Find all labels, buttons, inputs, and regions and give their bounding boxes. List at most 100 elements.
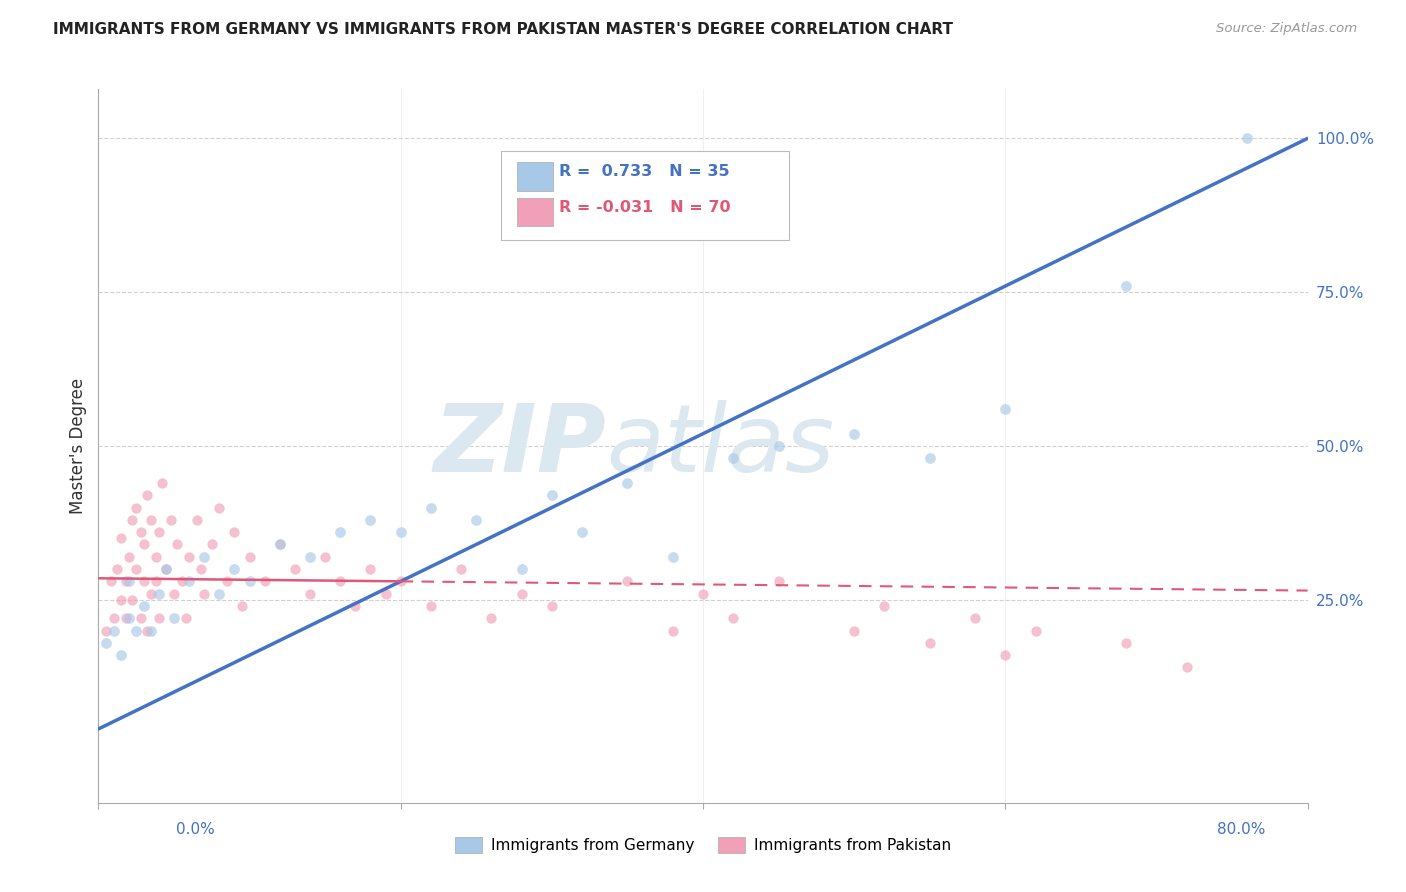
Point	[129, 611, 152, 625]
Point	[224, 562, 246, 576]
Point	[148, 525, 170, 540]
Point	[179, 549, 201, 564]
Point	[450, 562, 472, 576]
Text: 80.0%: 80.0%	[1218, 822, 1265, 838]
Point	[190, 562, 212, 576]
Point	[150, 475, 173, 490]
Point	[616, 475, 638, 490]
Point	[616, 574, 638, 589]
Point	[768, 439, 790, 453]
Point	[481, 611, 503, 625]
Point	[201, 537, 224, 551]
Point	[132, 599, 155, 613]
Point	[768, 574, 790, 589]
Point	[540, 488, 562, 502]
Point	[661, 624, 683, 638]
Point	[132, 574, 155, 589]
Point	[994, 402, 1017, 417]
Text: ZIP: ZIP	[433, 400, 606, 492]
Point	[360, 562, 382, 576]
Point	[186, 513, 208, 527]
Point	[121, 513, 143, 527]
Point	[965, 611, 987, 625]
Point	[114, 611, 136, 625]
Point	[105, 562, 128, 576]
Point	[1175, 660, 1198, 674]
Point	[692, 587, 714, 601]
Point	[132, 537, 155, 551]
Point	[844, 624, 866, 638]
Point	[208, 587, 231, 601]
Point	[284, 562, 307, 576]
Text: 0.0%: 0.0%	[176, 822, 215, 838]
Text: IMMIGRANTS FROM GERMANY VS IMMIGRANTS FROM PAKISTAN MASTER'S DEGREE CORRELATION : IMMIGRANTS FROM GERMANY VS IMMIGRANTS FR…	[53, 22, 953, 37]
Point	[918, 451, 941, 466]
Point	[193, 587, 215, 601]
Point	[125, 562, 148, 576]
Point	[94, 636, 117, 650]
Point	[110, 648, 132, 662]
Point	[94, 624, 117, 638]
Point	[723, 611, 745, 625]
Point	[239, 574, 262, 589]
Point	[510, 562, 533, 576]
Text: Source: ZipAtlas.com: Source: ZipAtlas.com	[1216, 22, 1357, 36]
Point	[329, 525, 352, 540]
Point	[179, 574, 201, 589]
Point	[145, 574, 167, 589]
Point	[103, 611, 125, 625]
Point	[269, 537, 291, 551]
Point	[163, 611, 186, 625]
Point	[141, 513, 163, 527]
Point	[360, 513, 382, 527]
Point	[121, 592, 143, 607]
Point	[1115, 279, 1137, 293]
Point	[269, 537, 291, 551]
Point	[155, 562, 177, 576]
Point	[661, 549, 683, 564]
Point	[918, 636, 941, 650]
Text: R = -0.031   N = 70: R = -0.031 N = 70	[558, 200, 730, 215]
Point	[873, 599, 896, 613]
Point	[100, 574, 122, 589]
Point	[148, 587, 170, 601]
Point	[103, 624, 125, 638]
Point	[163, 587, 186, 601]
Point	[224, 525, 246, 540]
Point	[135, 624, 157, 638]
Point	[253, 574, 276, 589]
Point	[1236, 131, 1258, 145]
Point	[118, 549, 141, 564]
Point	[344, 599, 367, 613]
Point	[166, 537, 188, 551]
Point	[110, 592, 132, 607]
Point	[389, 525, 412, 540]
Point	[465, 513, 488, 527]
Point	[299, 549, 322, 564]
Point	[141, 587, 163, 601]
Y-axis label: Master's Degree: Master's Degree	[69, 378, 87, 514]
Point	[1115, 636, 1137, 650]
Point	[160, 513, 183, 527]
Point	[118, 611, 141, 625]
Point	[299, 587, 322, 601]
Point	[844, 426, 866, 441]
Point	[231, 599, 253, 613]
Point	[329, 574, 352, 589]
Point	[125, 500, 148, 515]
Point	[174, 611, 197, 625]
Point	[374, 587, 396, 601]
Point	[314, 549, 336, 564]
Point	[1024, 624, 1046, 638]
Point	[155, 562, 177, 576]
Point	[118, 574, 141, 589]
Point	[135, 488, 157, 502]
Point	[239, 549, 262, 564]
Point	[193, 549, 215, 564]
Point	[125, 624, 148, 638]
Point	[510, 587, 533, 601]
Legend: Immigrants from Germany, Immigrants from Pakistan: Immigrants from Germany, Immigrants from…	[449, 831, 957, 859]
Point	[129, 525, 152, 540]
Point	[110, 531, 132, 545]
Point	[141, 624, 163, 638]
